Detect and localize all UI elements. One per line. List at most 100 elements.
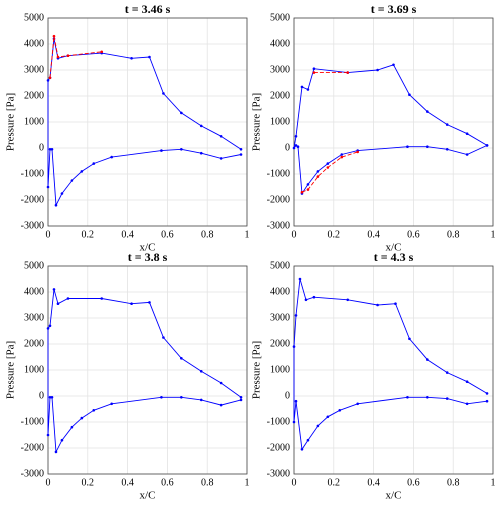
- data-point: [338, 409, 342, 412]
- y-tick-label: 0: [285, 142, 290, 153]
- y-axis-label: Pressure [Pa]: [5, 93, 17, 151]
- y-tick-label: 3000: [24, 64, 44, 75]
- x-tick-label: 0.2: [82, 477, 95, 488]
- x-tick-label: 0.2: [82, 229, 95, 240]
- x-tick-label: 1: [491, 229, 496, 240]
- y-tick-label: 4000: [270, 38, 290, 49]
- chart-title: t = 4.3 s: [374, 250, 414, 264]
- y-tick-label: 1000: [270, 364, 290, 375]
- data-point: [346, 298, 350, 302]
- data-point: [300, 85, 304, 89]
- data-point: [48, 324, 52, 328]
- data-point: [56, 55, 60, 59]
- data-point: [180, 111, 183, 115]
- x-tick-label: 0.4: [367, 477, 380, 488]
- x-tick-label: 1: [245, 477, 250, 488]
- data-point: [326, 162, 330, 165]
- y-tick-label: 2000: [24, 90, 44, 101]
- y-tick-label: 5000: [24, 260, 44, 271]
- x-tick-label: 0: [46, 477, 51, 488]
- data-point: [292, 345, 296, 348]
- plot-frame: [293, 17, 494, 227]
- data-point: [48, 148, 52, 151]
- y-tick-label: 5000: [270, 260, 290, 271]
- x-tick-label: 0.4: [121, 477, 134, 488]
- x-tick-label: 0.8: [201, 229, 214, 240]
- y-tick-label: -3000: [267, 468, 290, 479]
- y-tick-label: 1000: [270, 116, 290, 127]
- data-point: [180, 396, 183, 399]
- data-point: [60, 438, 64, 442]
- y-tick-label: -2000: [267, 194, 290, 205]
- data-point: [80, 170, 84, 173]
- data-point: [148, 301, 151, 304]
- data-point: [298, 277, 302, 281]
- data-point: [306, 88, 310, 91]
- data-point: [239, 148, 243, 151]
- data-point: [304, 298, 308, 302]
- panel: -3000 -2000 -1000 0 1000 2000 3000 4000 5000 0 0.2…: [5, 2, 250, 254]
- y-tick-label: 0: [285, 390, 290, 401]
- data-point: [219, 381, 223, 385]
- data-point: [66, 297, 70, 300]
- y-tick-label: -1000: [267, 168, 290, 179]
- data-point: [199, 370, 203, 373]
- data-point: [465, 402, 469, 406]
- data-point: [294, 144, 298, 147]
- data-point: [48, 76, 52, 80]
- data-point: [56, 302, 60, 306]
- data-point: [92, 409, 96, 412]
- data-point: [294, 399, 298, 403]
- data-point: [180, 148, 183, 151]
- x-tick-label: 0: [292, 477, 297, 488]
- data-point: [392, 63, 395, 67]
- data-point: [46, 327, 50, 330]
- x-tick-label: 0: [46, 229, 51, 240]
- data-point: [465, 153, 469, 156]
- x-axis-label: x/C: [140, 242, 156, 254]
- data-point: [52, 34, 56, 38]
- x-tick-label: 0.2: [328, 477, 341, 488]
- y-tick-label: 4000: [270, 286, 290, 297]
- data-point: [316, 175, 320, 178]
- data-point: [292, 146, 296, 150]
- y-tick-label: -1000: [267, 416, 290, 427]
- data-point: [426, 145, 429, 148]
- data-point: [465, 132, 469, 135]
- data-point: [66, 54, 70, 57]
- data-point: [426, 396, 429, 399]
- data-point: [300, 448, 304, 451]
- y-tick-label: 4000: [24, 38, 44, 49]
- data-point: [485, 399, 489, 403]
- data-point: [54, 203, 58, 207]
- x-tick-label: 1: [245, 229, 250, 240]
- data-point: [110, 155, 113, 159]
- data-point: [60, 192, 64, 195]
- data-point: [199, 124, 203, 128]
- data-point: [160, 396, 163, 399]
- data-point: [239, 153, 243, 156]
- y-tick-label: 5000: [270, 12, 290, 23]
- y-tick-label: 3000: [24, 312, 44, 323]
- x-tick-label: 0.6: [161, 229, 174, 240]
- data-point: [239, 398, 243, 402]
- data-point: [100, 50, 104, 54]
- data-line: [293, 64, 488, 195]
- data-point: [46, 185, 50, 189]
- data-point: [376, 68, 379, 72]
- y-tick-label: -3000: [267, 220, 290, 231]
- data-point: [300, 190, 304, 194]
- x-tick-label: 0.8: [447, 229, 460, 240]
- data-point: [50, 396, 54, 399]
- data-line: [293, 278, 488, 451]
- data-point: [340, 155, 344, 159]
- data-point: [52, 288, 56, 291]
- data-point: [465, 380, 469, 384]
- data-point: [312, 67, 316, 70]
- data-point: [219, 157, 223, 160]
- y-tick-label: 5000: [24, 12, 44, 23]
- chart-title: t = 3.46 s: [125, 2, 171, 16]
- y-tick-label: 1000: [24, 116, 44, 127]
- chart-title: t = 3.8 s: [128, 250, 168, 264]
- x-tick-label: 0.8: [447, 477, 460, 488]
